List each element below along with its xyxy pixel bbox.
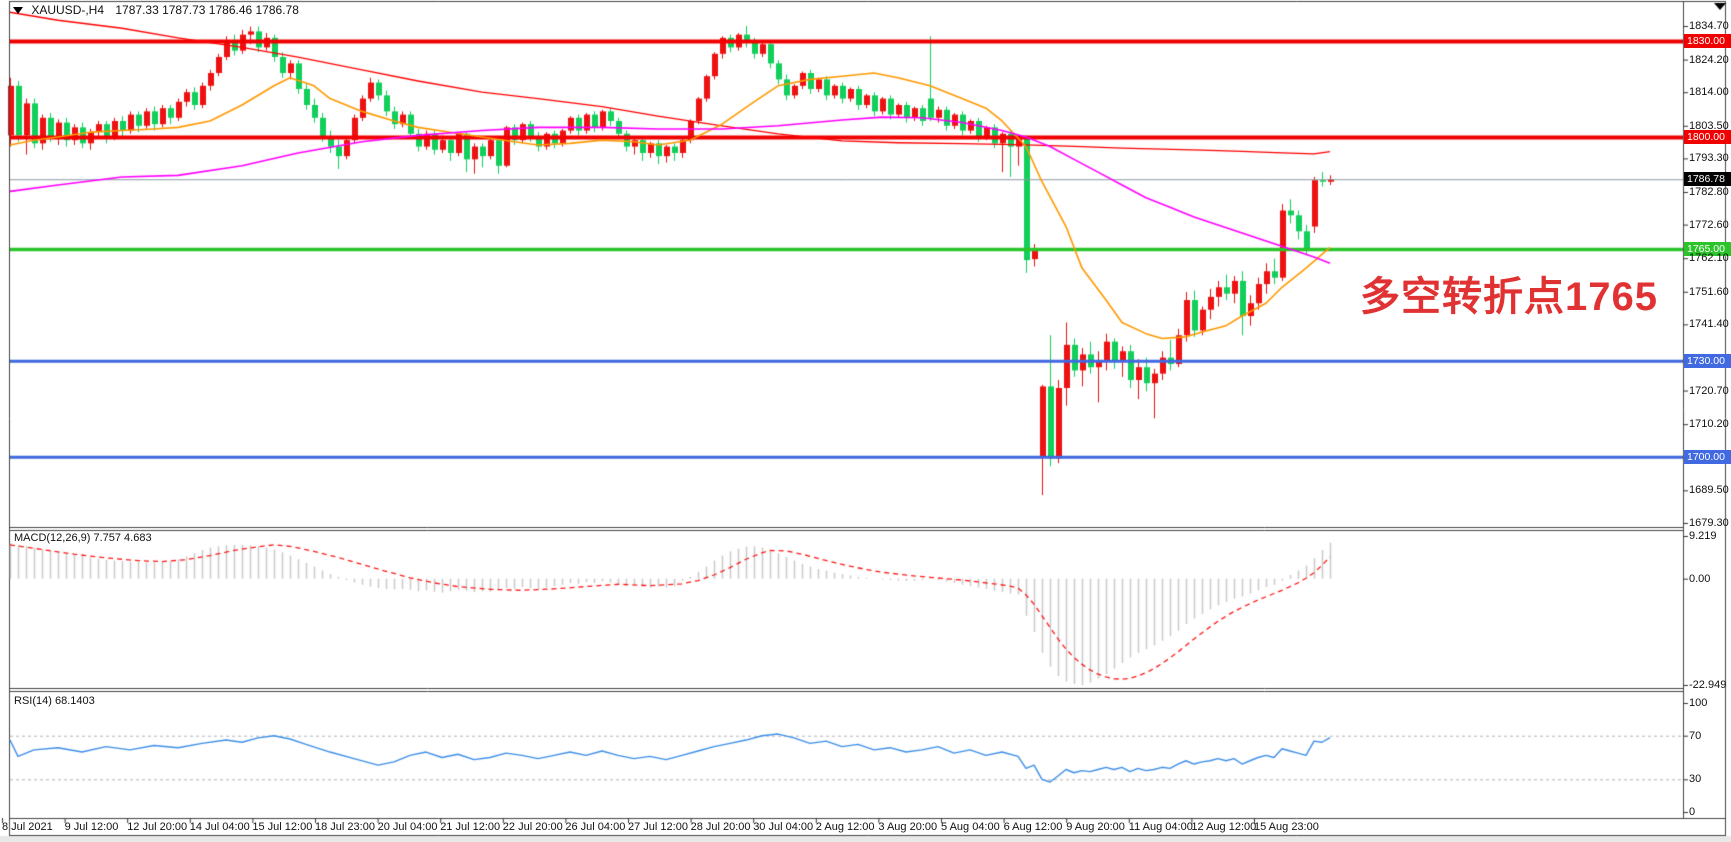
rsi-tick-label: 0 <box>1689 806 1696 818</box>
macd-tick-label: 0.00 <box>1689 572 1711 585</box>
price-tick-label: 1803.50 <box>1689 119 1729 132</box>
price-level-badge: 1700.00 <box>1684 449 1731 464</box>
price-tick-label: 1772.60 <box>1689 218 1729 231</box>
symbol-title: XAUUSD-,H4 1787.33 1787.73 1786.46 1786.… <box>13 3 299 17</box>
time-tick-label: 22 Jul 20:00 <box>502 821 563 833</box>
time-tick-label: 21 Jul 12:00 <box>440 821 501 833</box>
price-level-badge: 1830.00 <box>1684 34 1731 49</box>
time-tick-label: 6 Aug 12:00 <box>1003 821 1063 833</box>
price-tick-label: 1793.30 <box>1689 152 1729 165</box>
price-level-badge: 1765.00 <box>1684 241 1731 256</box>
price-tick-label: 1741.40 <box>1689 318 1729 331</box>
price-tick-label: 1824.20 <box>1689 53 1729 66</box>
price-level-badge: 1786.78 <box>1684 172 1731 187</box>
time-tick-label: 3 Aug 20:00 <box>878 821 938 833</box>
chevron-down-icon <box>13 7 23 15</box>
price-tick-label: 1751.60 <box>1689 285 1729 298</box>
price-tick-label: 1814.00 <box>1689 86 1729 99</box>
rsi-indicator-label: RSI(14) 68.1403 <box>14 695 95 707</box>
rsi-tick-label: 70 <box>1689 729 1702 742</box>
time-tick-label: 15 Jul 12:00 <box>252 821 313 833</box>
rsi-tick-label: 100 <box>1689 697 1708 709</box>
price-tick-label: 1689.50 <box>1689 484 1729 497</box>
price-tick-label: 1834.70 <box>1689 20 1729 32</box>
time-tick-label: 20 Jul 04:00 <box>377 821 438 833</box>
rsi-tick-label: 30 <box>1689 773 1702 786</box>
macd-tick-label: 9.219 <box>1689 529 1717 542</box>
symbol-timeframe-label: XAUUSD-,H4 <box>31 3 105 17</box>
price-level-badge: 1730.00 <box>1684 353 1731 368</box>
time-tick-label: 18 Jul 23:00 <box>315 821 375 833</box>
price-tick-label: 1710.20 <box>1689 418 1729 431</box>
price-tick-label: 1762.10 <box>1689 252 1729 265</box>
price-tick-label: 1782.80 <box>1689 185 1729 198</box>
price-level-badge: 1800.00 <box>1684 129 1731 144</box>
time-tick-label: 12 Jul 20:00 <box>127 821 188 833</box>
time-tick-label: 27 Jul 12:00 <box>628 821 688 833</box>
macd-indicator-label: MACD(12,26,9) 7.757 4.683 <box>14 532 152 544</box>
time-tick-label: 9 Aug 20:00 <box>1066 821 1125 833</box>
time-tick-label: 11 Aug 04:00 <box>1128 821 1193 833</box>
time-tick-label: 14 Jul 04:00 <box>189 821 250 833</box>
time-tick-label: 2 Aug 12:00 <box>815 821 875 833</box>
time-tick-label: 30 Jul 04:00 <box>753 821 814 833</box>
price-tick-label: 1720.70 <box>1689 384 1729 397</box>
price-tick-label: 1679.30 <box>1689 516 1729 529</box>
time-tick-label: 28 Jul 20:00 <box>690 821 751 833</box>
time-tick-label: 8 Jul 2021 <box>2 821 53 833</box>
macd-tick-label: -22.949 <box>1689 678 1727 691</box>
ohlc-values: 1787.33 1787.73 1786.46 1786.78 <box>115 3 299 17</box>
chart-text-annotation[interactable]: 多空转折点1765 <box>1360 275 1658 319</box>
time-tick-label: 5 Aug 04:00 <box>941 821 1000 833</box>
time-tick-label: 15 Aug 23:00 <box>1254 821 1319 833</box>
time-tick-label: 12 Aug 12:00 <box>1191 821 1257 833</box>
time-tick-label: 9 Jul 12:00 <box>64 821 119 833</box>
time-tick-label: 26 Jul 04:00 <box>565 821 626 833</box>
